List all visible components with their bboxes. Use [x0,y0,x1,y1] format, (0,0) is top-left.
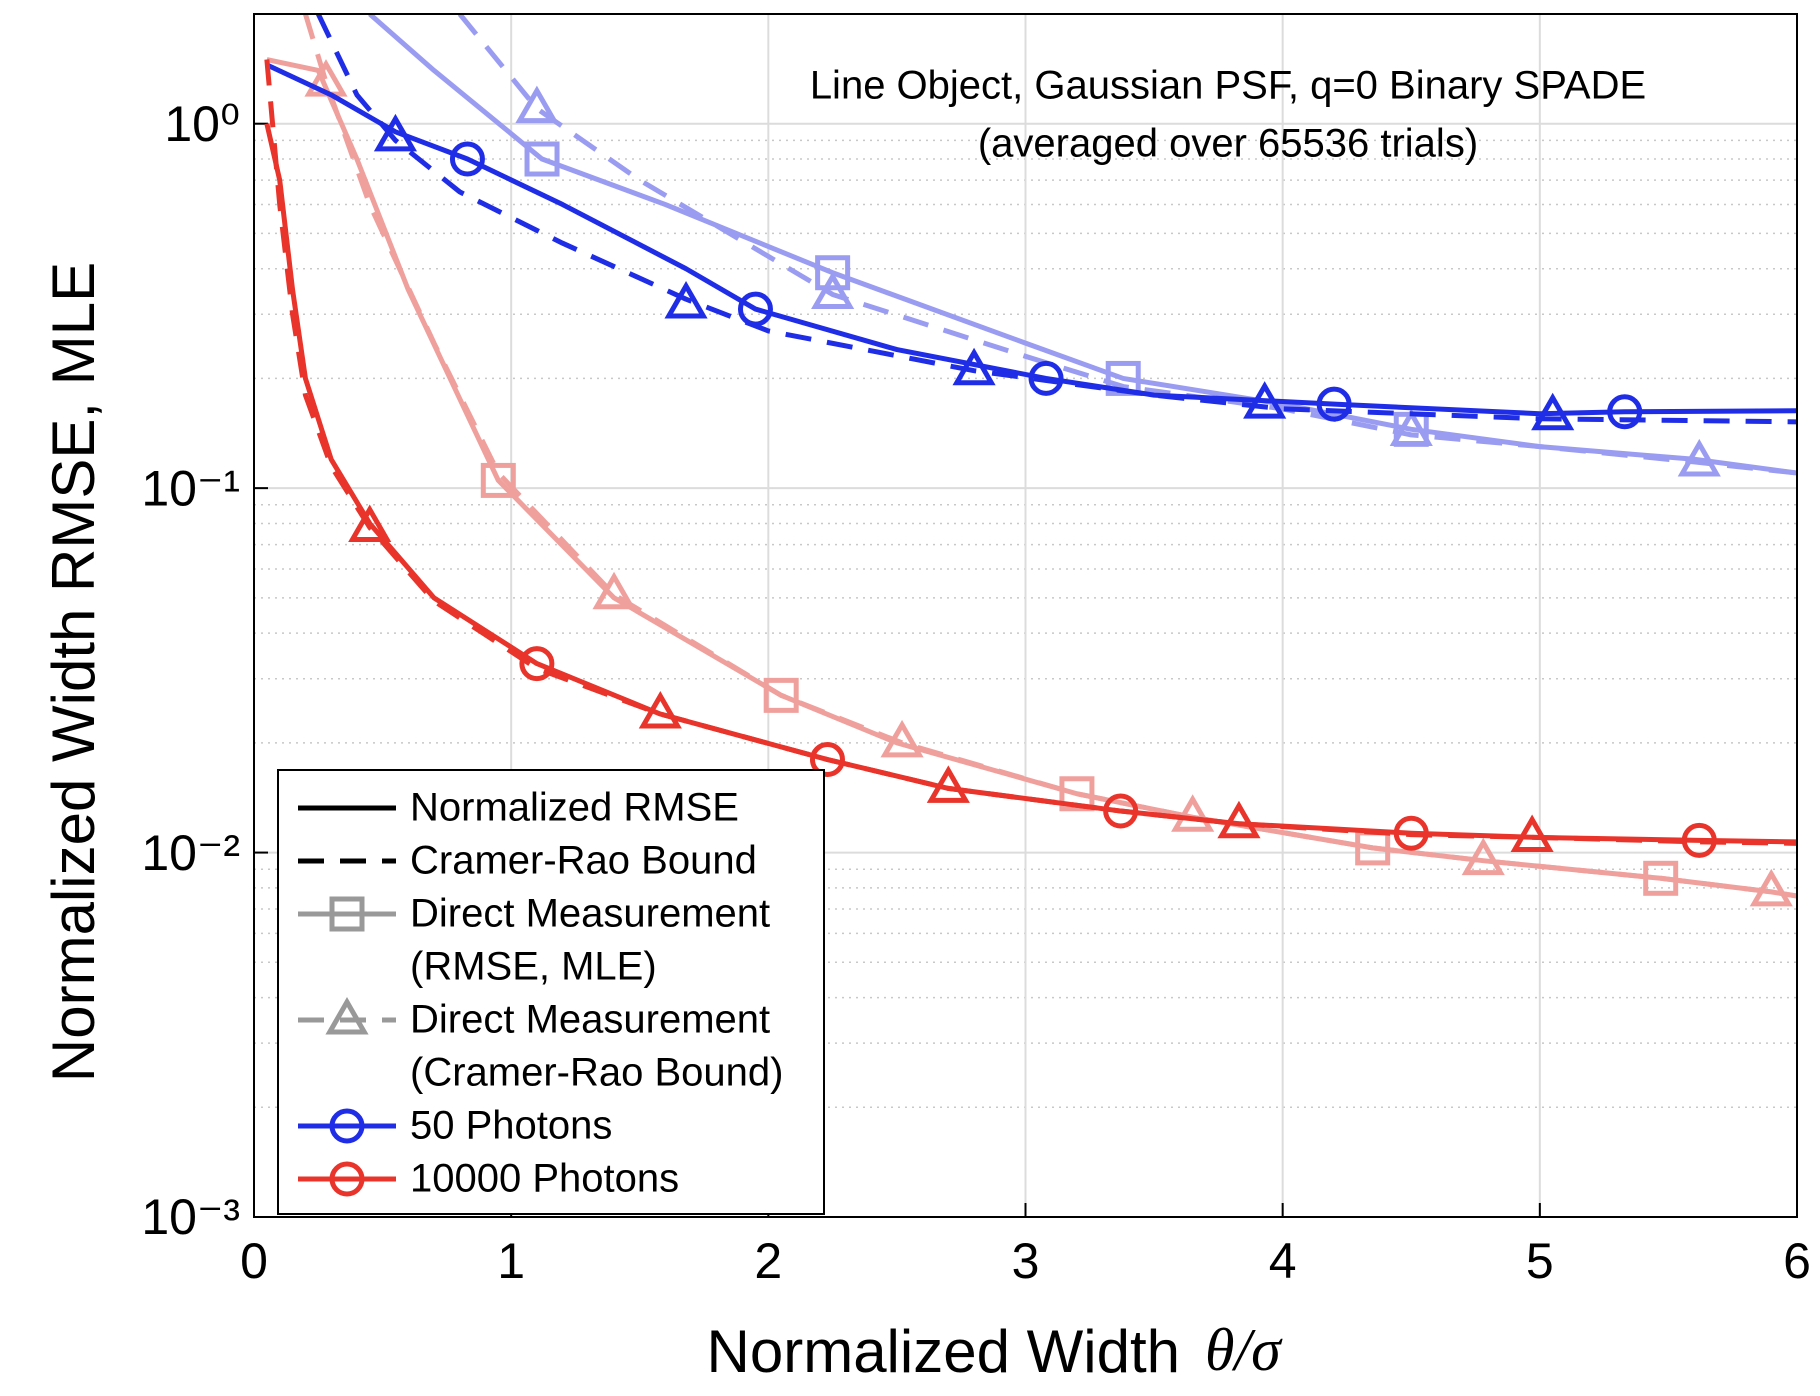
legend-label: 10000 Photons [410,1157,679,1201]
marker [1217,800,1261,839]
y-tick-label: 10⁻³ [141,1189,240,1245]
marker [373,113,418,152]
marker [952,347,996,386]
marker [1243,381,1287,419]
x-tick-label: 0 [240,1233,268,1289]
marker [1389,408,1433,447]
legend-box [277,769,825,1215]
x-axis-label: Normalized Width [707,1318,1180,1385]
series-line [457,14,1797,476]
legend-label: Direct Measurement [410,892,770,936]
axes-frame [253,13,1798,1218]
marker [811,271,855,309]
marker [524,141,560,177]
x-tick-label: 6 [1783,1233,1811,1289]
plot-area [264,14,1797,907]
x-tick-label: 3 [1012,1233,1040,1289]
annotations: Line Object, Gaussian PSF, q=0 Binary SP… [810,64,1646,166]
legend-label: Normalized RMSE [410,786,739,830]
marker [329,1108,365,1144]
marker [480,462,516,498]
x-tick-label: 4 [1269,1233,1297,1289]
legend: Normalized RMSE Cramer-Rao Bound Direct Me… [277,769,825,1215]
y-tick-label: 10⁰ [164,96,240,152]
x-tick-label: 1 [497,1233,525,1289]
marker [325,996,369,1035]
marker [329,1161,365,1197]
series-line [264,59,1797,846]
annotation: (averaged over 65536 trials) [978,122,1478,166]
marker [1749,868,1793,907]
legend-label: 50 Photons [410,1104,612,1148]
y-axis-label: Normalized Width RMSE, MLE [40,262,107,1082]
marker [449,141,485,177]
marker [592,571,636,610]
marker [515,85,559,124]
marker [926,765,970,803]
y-tick-label: 10⁻¹ [141,460,240,516]
series-line [303,14,1797,899]
marker [1028,360,1064,396]
x-tick-label: 2 [754,1233,782,1289]
series-line [264,123,1797,845]
marker [1607,394,1643,430]
marker [348,504,392,542]
annotation: Line Object, Gaussian PSF, q=0 Binary SP… [810,64,1646,108]
marker [1510,814,1554,852]
series-line [265,62,1797,417]
x-axis-label-math: θ/σ [1205,1317,1283,1383]
marker [1316,386,1352,422]
y-tick-label: 10⁻² [141,825,240,881]
marker [1531,392,1575,431]
marker [1171,794,1215,832]
legend-label: Direct Measurement [410,998,770,1042]
marker [1461,837,1505,876]
legend-label: (Cramer-Rao Bound) [410,1051,783,1095]
marker [763,677,799,713]
marker [638,690,682,729]
marker [1677,438,1721,477]
marker [519,646,555,682]
x-tick-label: 5 [1526,1233,1554,1289]
marker [329,896,365,932]
marker [1059,776,1095,812]
marker [815,255,851,291]
marker [664,281,708,319]
marker [880,719,924,758]
legend-label: Cramer-Rao Bound [410,839,757,883]
marker [809,742,845,778]
legend-label: (RMSE, MLE) [410,945,657,989]
